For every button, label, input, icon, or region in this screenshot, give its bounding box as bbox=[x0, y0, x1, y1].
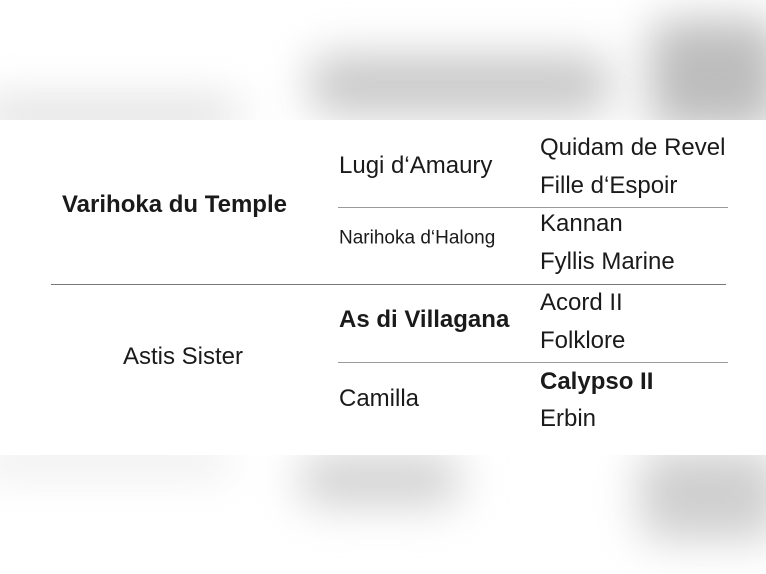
great-grandparent: Fille d‘Espoir bbox=[540, 172, 678, 199]
sire-dam-name: Narihoka d‘Halong bbox=[339, 227, 496, 249]
divider bbox=[338, 207, 728, 208]
pedigree-card: Varihoka du Temple Astis Sister Lugi d‘A… bbox=[0, 120, 766, 455]
divider bbox=[51, 284, 726, 285]
divider bbox=[338, 362, 728, 363]
great-grandparent: Quidam de Revel bbox=[540, 134, 726, 161]
great-grandparent: Folklore bbox=[540, 327, 626, 354]
great-grandparent: Kannan bbox=[540, 210, 623, 237]
dam-sire-name: As di Villagana bbox=[339, 306, 510, 333]
blurred-shape bbox=[300, 455, 460, 505]
sire-name: Varihoka du Temple bbox=[62, 191, 287, 218]
great-grandparent: Erbin bbox=[540, 405, 597, 432]
sire-sire-name: Lugi d‘Amaury bbox=[339, 152, 493, 179]
blurred-shape bbox=[310, 55, 610, 115]
blurred-shape bbox=[650, 20, 766, 130]
great-grandparent: Fyllis Marine bbox=[540, 248, 675, 275]
dam-name: Astis Sister bbox=[123, 343, 244, 370]
great-grandparent: Calypso II bbox=[540, 368, 654, 395]
blurred-shape bbox=[640, 450, 766, 540]
dam-dam-name: Camilla bbox=[339, 385, 420, 412]
great-grandparent: Acord II bbox=[540, 289, 623, 316]
blurred-shape bbox=[0, 450, 230, 470]
